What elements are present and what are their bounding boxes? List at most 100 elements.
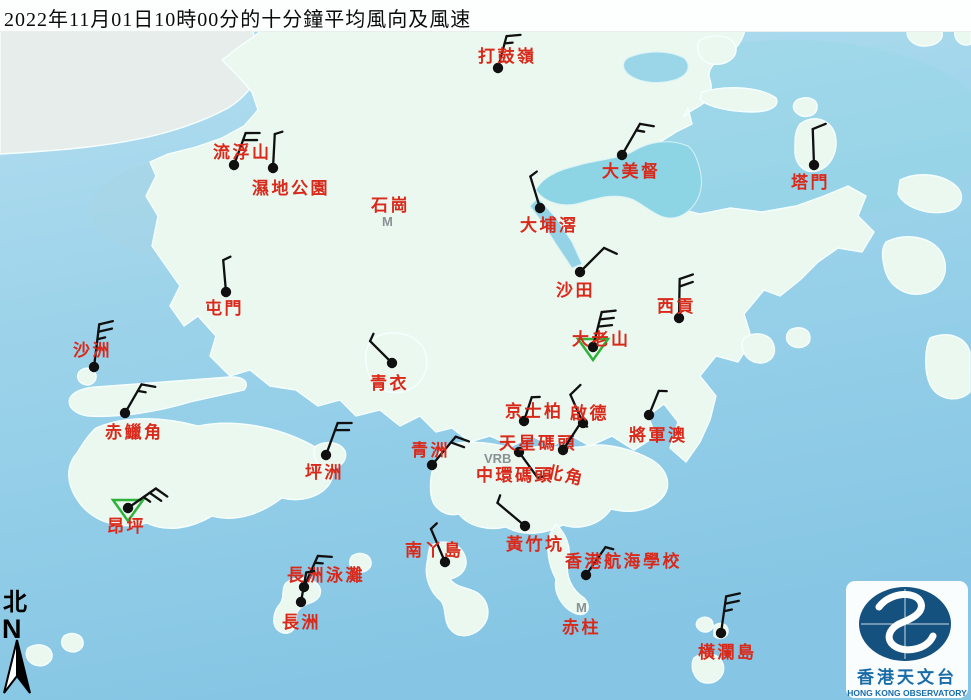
land-ne-island-2 [699, 87, 778, 113]
land-stanley [547, 523, 589, 616]
station-tuen-mun: 屯門 [205, 255, 244, 318]
station-label: 大美督 [602, 161, 661, 181]
wind-barb-tick [222, 255, 232, 262]
wind-barb-tick [148, 491, 163, 502]
station-tsing-yi: 青衣 [368, 332, 409, 393]
stations-layer: 打鼓嶺流浮山濕地公園M石崗大美督塔門大埔滘屯門沙田西貢大老山沙洲青衣赤鱲角昂坪坪… [73, 33, 830, 662]
station-label: 京士柏 [505, 401, 564, 421]
wind-barb-tick [724, 592, 741, 598]
wind-barb-tick [578, 423, 589, 428]
wind-barb-tick [154, 487, 169, 498]
station-dot [267, 162, 279, 174]
station-label: 屯門 [205, 298, 244, 318]
station-label: 黃竹坑 [505, 534, 565, 554]
wind-barb-staff [496, 34, 508, 70]
land-soko-1 [25, 644, 53, 667]
station-label: 青洲 [411, 440, 450, 460]
station-dot [574, 266, 586, 278]
wind-barb-staff [811, 127, 816, 167]
hko-logo: 香港天文台 HONG KONG OBSERVATORY [846, 581, 968, 698]
station-label: 流浮山 [213, 142, 272, 162]
land-east-island-1 [881, 236, 946, 295]
station-label: 香港航海學校 [565, 551, 682, 571]
land-shek-kwu [348, 552, 372, 573]
wind-barb-tick [97, 327, 114, 333]
station-dot [386, 357, 398, 369]
wind-barb-staff [578, 246, 606, 274]
wind-barb-staff [591, 310, 603, 349]
land-tap-mun [794, 118, 837, 173]
station-dot [616, 149, 628, 161]
station-dot [580, 569, 592, 581]
wind-barb-tick [140, 383, 157, 388]
station-dot [426, 459, 438, 471]
station-label: 塔門 [791, 172, 830, 192]
green-triangle [110, 498, 146, 524]
station-label: 大老山 [572, 329, 631, 349]
wind-barb-tick [569, 383, 582, 396]
land-ne-island-3 [792, 97, 818, 118]
wind-barb-tick [604, 545, 615, 551]
station-dot [88, 361, 100, 373]
north-arrow-right [16, 639, 31, 694]
wind-barb-tick [678, 280, 694, 288]
wind-barb-staff [126, 487, 158, 510]
wind-barb-tick [449, 441, 466, 449]
station-dot [519, 520, 531, 532]
station-dot [295, 596, 307, 608]
station-lamma-island: 南丫島 [405, 522, 464, 568]
wind-barb-staff [529, 175, 542, 210]
station-stanley: M 赤柱 [562, 600, 601, 637]
logo-cn: 香港天文台 [857, 667, 957, 687]
station-peng-chau: 坪洲 [305, 421, 353, 482]
station-dot [122, 502, 134, 514]
wind-barb-staff [429, 527, 447, 564]
compass-n: N [2, 614, 22, 644]
station-dot [643, 409, 655, 421]
land-ne-island-1 [696, 35, 737, 65]
wind-barb-staff [584, 545, 607, 577]
station-tseung-kwan-o: 將軍澳 [629, 389, 688, 445]
station-dot [320, 449, 332, 461]
station-label: 大埔滘 [520, 215, 579, 235]
wind-barb-staff [430, 435, 457, 467]
land-ne-island-4 [906, 27, 944, 47]
land-soko-2 [60, 632, 84, 653]
wind-barb-tick [678, 273, 695, 281]
station-dot [439, 556, 451, 568]
wind-barb-tick [316, 554, 333, 559]
wind-barb-tick [142, 495, 152, 503]
station-dot [534, 202, 546, 214]
station-dot [673, 312, 685, 324]
station-label: 南丫島 [405, 540, 464, 560]
station-label: 沙田 [556, 281, 595, 300]
wind-barb-tick [600, 309, 617, 314]
station-label: 赤柱 [562, 617, 601, 637]
logo-en: HONG KONG OBSERVATORY [847, 688, 967, 698]
station-wong-chuk-hang: 黃竹坑 [496, 494, 565, 554]
wind-barb-tick [596, 323, 614, 328]
wind-barb-tick [429, 522, 438, 531]
land-port-shelter-2 [785, 327, 811, 349]
compass: 北 N [2, 589, 31, 694]
land-airport [68, 376, 248, 418]
wind-barb-staff [620, 122, 642, 157]
wind-barb-tick [505, 33, 522, 38]
station-label: 中環碼頭 [476, 465, 554, 485]
wind-barb-tick [635, 129, 646, 133]
wind-barb-tick [722, 608, 734, 613]
wind-barb-tick [368, 332, 375, 343]
wind-barb-tick [602, 246, 618, 256]
water-tolo-harbour [535, 141, 702, 219]
station-label: 青衣 [370, 373, 409, 393]
station-green-island: 青洲 [411, 435, 471, 471]
title-bar: 2022年11月01日10時00分的十分鐘平均風向及風速 [0, 0, 971, 32]
wind-barb-tick [723, 599, 740, 605]
station-label: 將軍澳 [629, 425, 688, 445]
station-label: 濕地公園 [252, 178, 330, 198]
station-chek-lap-kok: 赤鱲角 [105, 383, 161, 442]
wind-barb-tick [598, 316, 615, 321]
station-note: M [382, 214, 393, 229]
wind-barb-tick [529, 170, 538, 178]
